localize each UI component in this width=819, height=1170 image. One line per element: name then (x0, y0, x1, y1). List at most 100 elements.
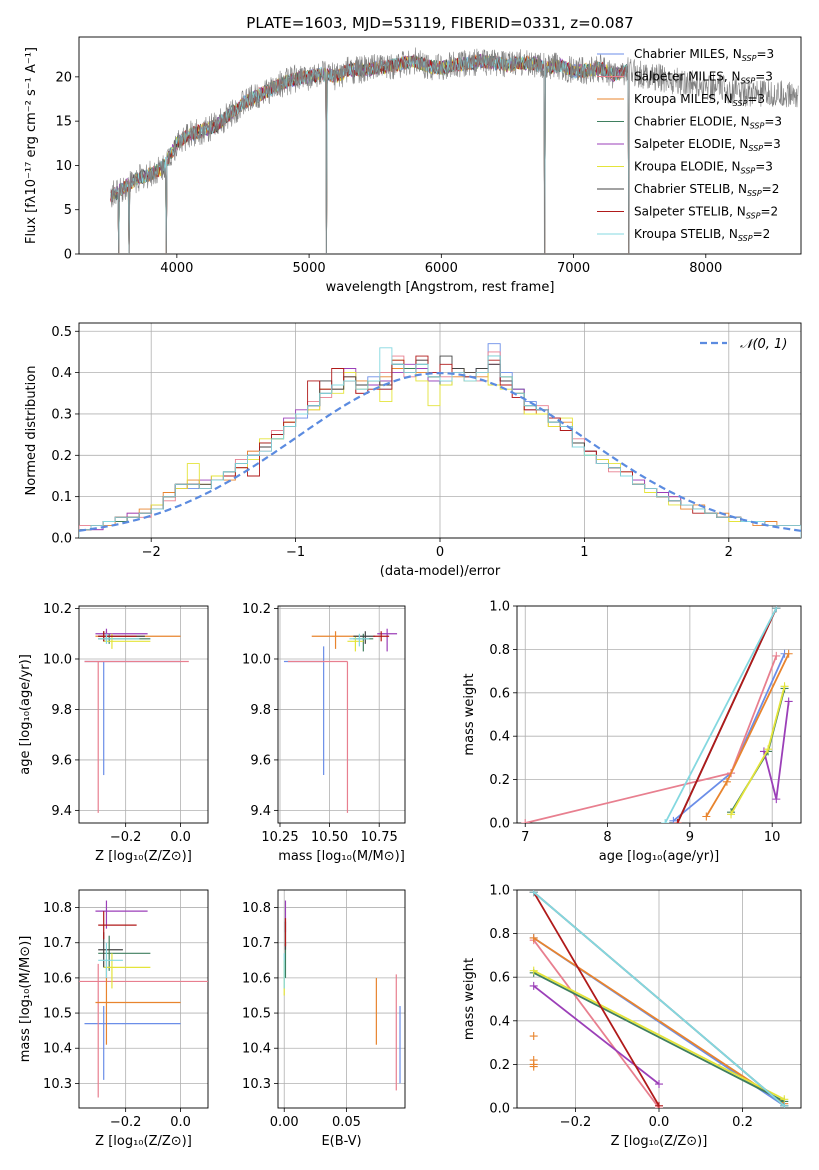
error-bars (283, 900, 401, 1091)
y-tick-label: 1.0 (489, 600, 510, 615)
x-tick-label: 7 (521, 830, 529, 845)
y-tick-label: 10.6 (242, 971, 271, 986)
histogram-series (79, 347, 801, 538)
y-tick-label: 15 (55, 115, 72, 130)
legend-label: Kroupa MILES, NSSP=3 (634, 92, 765, 108)
plus-marker (780, 682, 789, 691)
weight-series-line (533, 891, 785, 1107)
y-tick-label: 10.5 (242, 1007, 271, 1022)
axes-frame (78, 605, 209, 824)
x-tick-label: 0 (436, 545, 444, 560)
y-tick-label: 0.0 (489, 817, 510, 832)
y-tick-label: 0.4 (489, 1014, 510, 1029)
plus-marker (722, 777, 731, 786)
y-tick-label: 10.3 (43, 1077, 72, 1092)
x-tick-label: 8 (603, 830, 611, 845)
y-tick-label: 10.7 (43, 936, 72, 951)
plus-marker (673, 819, 682, 823)
error-bars (79, 900, 208, 1098)
plus-marker (772, 795, 781, 804)
y-tick-label: 0.3 (51, 407, 72, 422)
plus-marker (772, 651, 781, 660)
y-tick-label: 0.2 (489, 773, 510, 788)
x-tick-label: 10.50 (311, 830, 348, 845)
y-tick-label: 9.6 (51, 753, 72, 768)
y-tick-label: 0.6 (489, 686, 510, 701)
y-tick-label: 9.6 (250, 753, 271, 768)
y-axis-label: age [log₁₀(age/yr)] (18, 654, 33, 775)
residuals-panel: −2 −1 0 1 2 0.0 0.1 0.2 0.3 0.4 0.5 (data-model)/er… (24, 322, 802, 579)
y-tick-label: 10.6 (43, 971, 72, 986)
x-tick-label: 4000 (160, 261, 193, 276)
y-tick-label: 10.4 (242, 1042, 271, 1057)
legend-label: Salpeter ELODIE, NSSP=3 (634, 137, 781, 153)
age-vs-Z-panel: −0.2 0.0 9.4 9.6 9.8 10.0 10.2 Z [log₁₀(Z/Z⊙)] a… (18, 602, 209, 864)
weight-series-line (532, 891, 660, 1107)
plus-marker (772, 606, 781, 613)
plus-marker (529, 1032, 538, 1041)
weight-series-line (533, 971, 785, 1103)
y-tick-label: 9.8 (250, 703, 271, 718)
x-axis-label: age [log₁₀(age/yr)] (599, 849, 720, 864)
y-axis-label: Normed distribution (24, 366, 39, 496)
x-tick-label: 7000 (557, 261, 590, 276)
model-spectra (110, 47, 799, 254)
plus-marker (661, 819, 670, 823)
y-tick-label: 0.8 (489, 643, 510, 658)
y-tick-label: 0.5 (51, 325, 72, 340)
x-tick-label: −2 (142, 545, 161, 560)
spectrum-panel: 4000 5000 6000 7000 8000 0 5 10 15 20 wavelength [… (24, 36, 802, 295)
y-tick-label: 9.8 (51, 703, 72, 718)
axes-frame (78, 322, 802, 539)
x-tick-label: 1 (580, 545, 588, 560)
x-tick-label: 5000 (293, 261, 326, 276)
y-tick-label: 0.4 (489, 730, 510, 745)
x-tick-label: 10.25 (261, 830, 298, 845)
weight-lines (521, 606, 793, 823)
axes-frame (78, 889, 209, 1109)
y-tick-label: 9.4 (250, 804, 271, 819)
plus-marker (529, 1062, 538, 1071)
weight-series-line (532, 939, 660, 1108)
x-tick-label: 0.05 (332, 1115, 361, 1130)
plus-marker (702, 812, 711, 821)
x-tick-label: −0.2 (560, 1115, 592, 1130)
y-tick-label: 0 (64, 248, 72, 263)
y-tick-label: 1.0 (489, 884, 510, 899)
x-tick-label: 10.75 (361, 830, 398, 845)
y-tick-label: 0.0 (489, 1102, 510, 1117)
x-tick-label: 0.0 (170, 1115, 191, 1130)
x-tick-label: 10 (764, 830, 781, 845)
y-tick-label: 10.2 (242, 602, 271, 617)
y-axis-label: mass weight (462, 673, 477, 755)
x-axis-label: E(B-V) (321, 1134, 361, 1149)
y-tick-label: 0.1 (51, 490, 72, 505)
weight-lines (529, 890, 789, 1108)
observed-spectrum-line (110, 47, 799, 254)
y-tick-label: 0.2 (489, 1058, 510, 1073)
legend: Chabrier MILES, NSSP=3 Salpeter MILES, NS… (597, 47, 782, 243)
y-axis-label: mass [log₁₀(M/M⊙)] (18, 936, 33, 1063)
axes-frame (516, 605, 802, 824)
x-axis-label: (data-model)/error (380, 564, 501, 579)
error-bars (283, 628, 398, 813)
legend-label: Chabrier STELIB, NSSP=2 (634, 182, 779, 198)
y-tick-label: 10.8 (43, 901, 72, 916)
x-tick-label: 8000 (689, 261, 722, 276)
y-tick-label: 0.2 (51, 449, 72, 464)
plus-marker (529, 966, 538, 975)
normal-curve (79, 371, 801, 532)
y-tick-label: 10 (55, 159, 72, 174)
x-tick-label: −0.2 (110, 1115, 142, 1130)
weight-vs-age-panel: 7 8 9 10 0.0 0.2 0.4 0.6 0.8 1.0 age [log₁₀(age/yr… (462, 600, 802, 864)
x-tick-label: 0.0 (649, 1115, 670, 1130)
plus-marker (529, 981, 538, 990)
x-axis-label: Z [log₁₀(Z/Z⊙)] (611, 1134, 708, 1149)
y-tick-label: 5 (64, 203, 72, 218)
y-tick-label: 10.0 (242, 652, 271, 667)
y-tick-label: 0.4 (51, 366, 72, 381)
y-axis-label: mass weight (462, 958, 477, 1040)
legend-label: Salpeter STELIB, NSSP=2 (634, 205, 778, 221)
